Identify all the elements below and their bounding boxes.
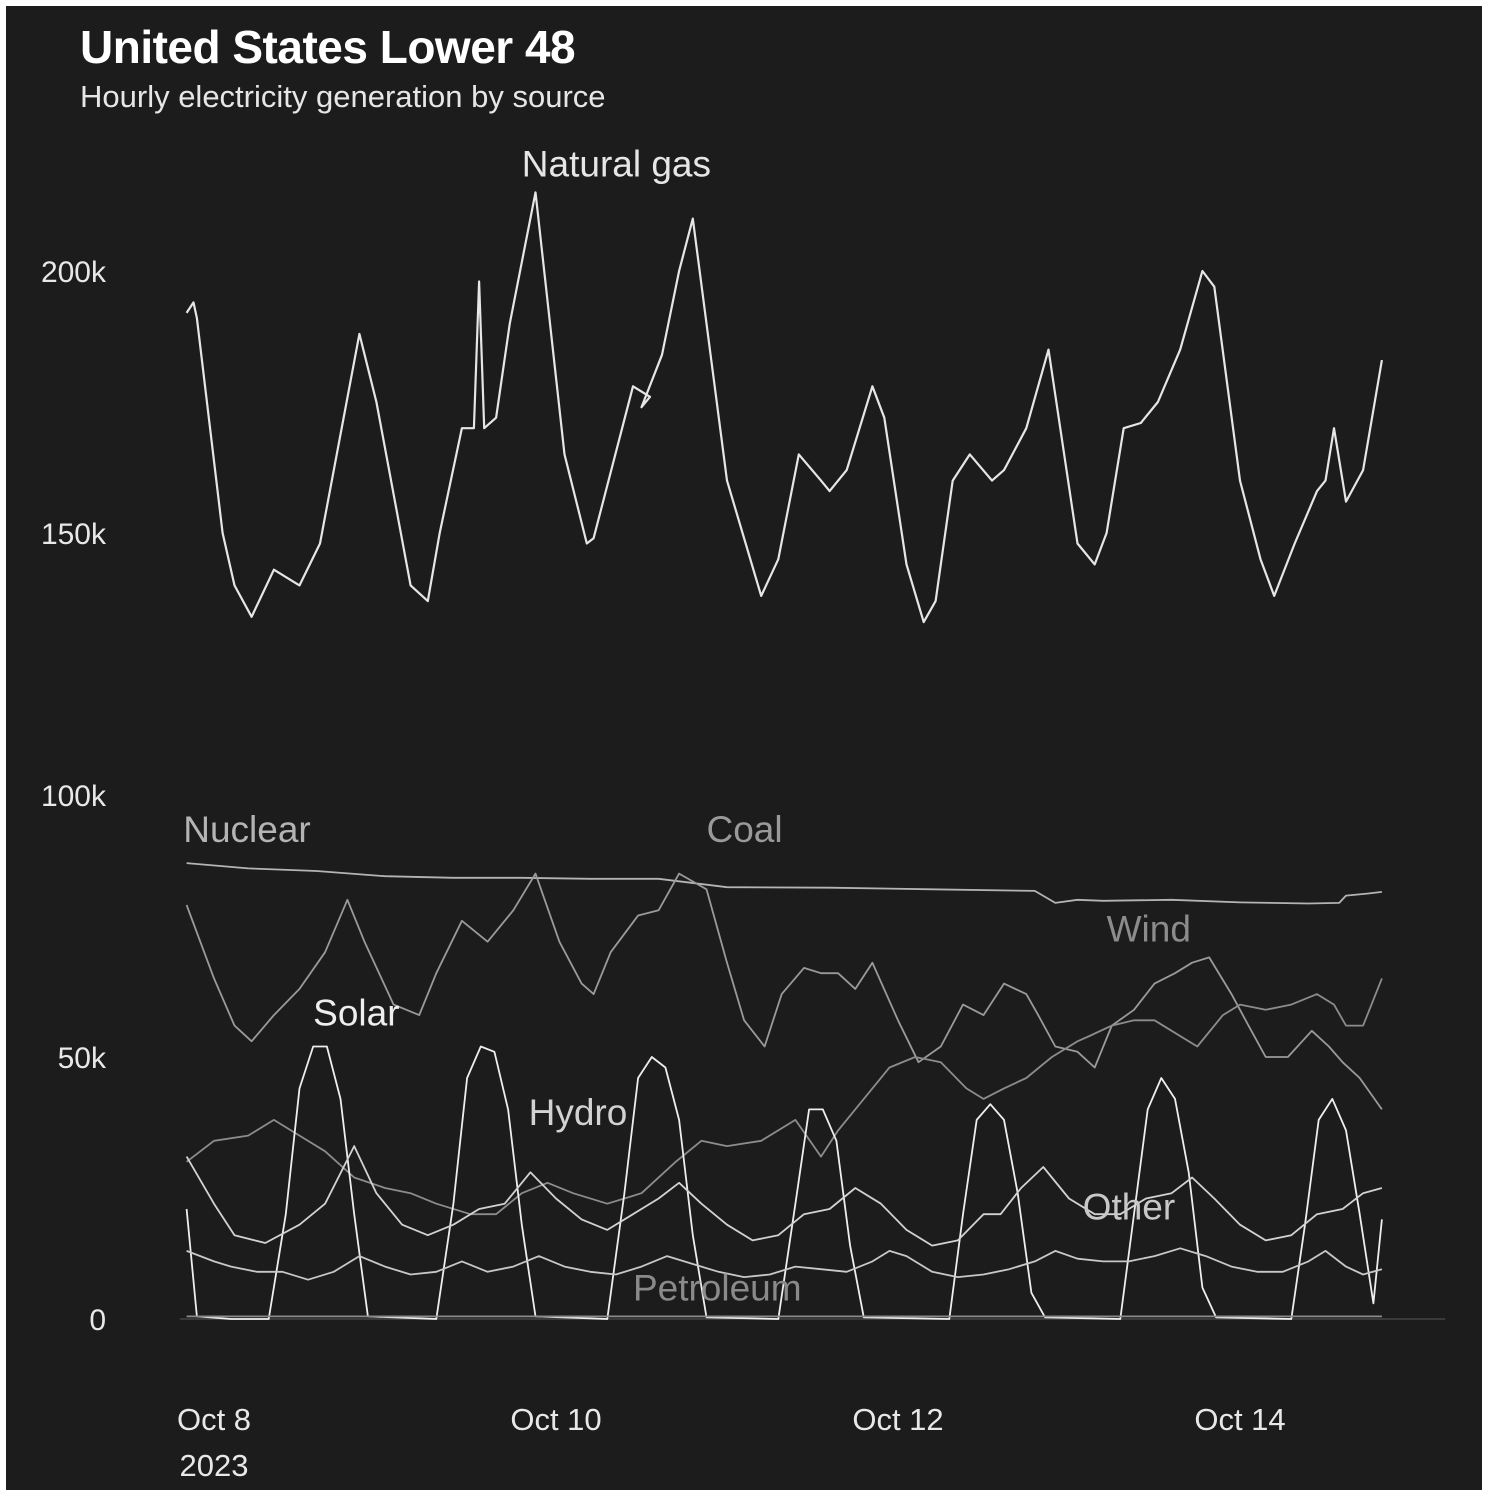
x-axis: Oct 8 2023 Oct 10 Oct 12 Oct 14 [177,1402,1286,1483]
series-line-other [186,1247,1383,1281]
chart-title: United States Lower 48 [80,21,576,73]
y-tick-label-200k: 200k [41,256,107,289]
y-tick-label-150k: 150k [41,518,107,551]
series-label-hydro: Hydro [529,1092,628,1133]
x-tick-label-oct-14: Oct 14 [1194,1402,1285,1437]
x-tick-sublabel-2023: 2023 [180,1448,249,1483]
series-lines [179,191,1446,1320]
series-label-wind: Wind [1107,909,1191,950]
series-label-coal: Coal [706,809,782,850]
x-tick-label-oct-8: Oct 8 [177,1402,251,1437]
series-line-nuclear [186,862,1383,905]
y-tick-label-0: 0 [89,1304,106,1337]
series-line-solar [185,1045,1383,1320]
series-label-other: Other [1083,1186,1176,1227]
chart-background [6,6,1482,1490]
series-line-natural-gas [185,191,1383,624]
series-label-nuclear: Nuclear [183,809,311,850]
series-label-natural-gas: Natural gas [522,144,711,185]
y-tick-label-100k: 100k [41,780,107,813]
series-line-wind [186,978,1383,1216]
series-label-solar: Solar [313,993,399,1034]
series-line-hydro [185,1145,1383,1247]
series-label-petroleum: Petroleum [633,1268,802,1309]
chart-subtitle: Hourly electricity generation by source [80,79,606,114]
series-labels: Natural gas Nuclear Coal Wind Solar Hydro Othe… [183,144,1191,1309]
x-tick-label-oct-10: Oct 10 [510,1402,601,1437]
y-tick-label-50k: 50k [58,1042,107,1075]
x-tick-label-oct-12: Oct 12 [852,1402,943,1437]
series-line-coal [185,872,1383,1110]
y-axis: 0 50k 100k 150k 200k [41,256,107,1337]
